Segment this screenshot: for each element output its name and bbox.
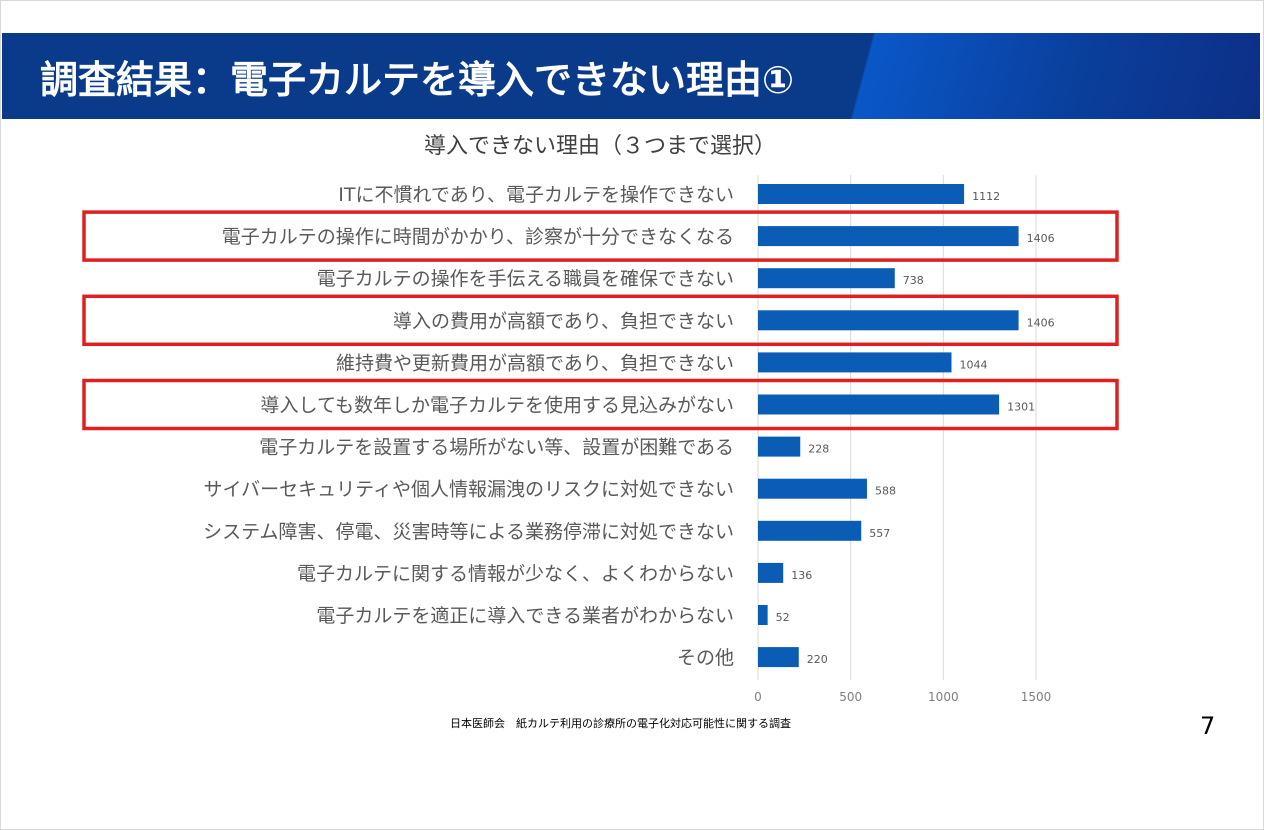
data-label: 136 xyxy=(791,569,812,582)
category-label: 電子カルテに関する情報が少なく、よくわからない xyxy=(297,563,734,585)
category-label: その他 xyxy=(677,647,734,669)
bar xyxy=(758,352,952,373)
category-label: サイバーセキュリティや個人情報漏洩のリスクに対処できない xyxy=(204,479,734,501)
highlight-box xyxy=(82,378,1119,431)
bar xyxy=(758,436,801,457)
data-label: 1406 xyxy=(1027,232,1055,245)
slide-title: 調査結果：電子カルテを導入できない理由① xyxy=(40,58,795,102)
header-banner: 調査結果：電子カルテを導入できない理由① xyxy=(2,33,1260,119)
category-label: 導入しても数年しか電子カルテを使用する見込みがない xyxy=(261,395,734,417)
x-tick-label: 500 xyxy=(839,690,862,704)
category-label: 電子カルテを設置する場所がない等、設置が困難である xyxy=(259,437,734,459)
chart-title: 導入できない理由（３つまで選択） xyxy=(0,128,1200,160)
data-label: 52 xyxy=(776,611,790,624)
data-label: 588 xyxy=(875,485,896,498)
x-tick-label: 0 xyxy=(754,690,762,704)
category-label: ITに不慣れであり、電子カルテを操作できない xyxy=(338,184,734,206)
bar xyxy=(758,226,1019,247)
bar xyxy=(758,394,1000,415)
bar xyxy=(758,478,867,499)
x-tick-label: 1500 xyxy=(1021,690,1052,704)
data-label: 220 xyxy=(807,653,828,666)
chart-title-text: 導入できない理由（３つまで選択） xyxy=(423,134,776,159)
x-tick-label: 1000 xyxy=(928,690,959,704)
bar xyxy=(758,310,1019,331)
category-label: 導入の費用が高額であり、負担できない xyxy=(393,310,734,332)
page-number: 7 xyxy=(1200,712,1216,740)
bar xyxy=(758,184,965,204)
data-label: 228 xyxy=(808,443,829,456)
highlight-box xyxy=(82,294,1119,347)
bar xyxy=(758,520,862,541)
source-note: 日本医師会 紙カルテ利用の診療所の電子化対応可能性に関する調査 xyxy=(450,717,791,730)
category-label: 電子カルテを適正に導入できる業者がわからない xyxy=(316,605,734,627)
highlight-box xyxy=(82,210,1119,262)
category-label: 電子カルテの操作を手伝える職員を確保できない xyxy=(317,268,734,290)
data-label: 1044 xyxy=(959,358,987,371)
data-label: 1301 xyxy=(1007,401,1035,414)
data-label: 1112 xyxy=(972,190,1000,203)
data-label: 738 xyxy=(903,274,924,287)
category-label: 電子カルテの操作に時間がかかり、診察が十分できなくなる xyxy=(222,226,734,248)
bar xyxy=(758,647,799,668)
data-label: 1406 xyxy=(1027,316,1055,329)
bar xyxy=(758,605,768,625)
bar xyxy=(758,268,895,289)
category-label: システム障害、停電、災害時等による業務停滞に対処できない xyxy=(203,521,734,543)
category-label: 維持費や更新費用が高額であり、負担できない xyxy=(336,352,734,374)
data-label: 557 xyxy=(869,527,890,540)
bar xyxy=(758,562,784,583)
